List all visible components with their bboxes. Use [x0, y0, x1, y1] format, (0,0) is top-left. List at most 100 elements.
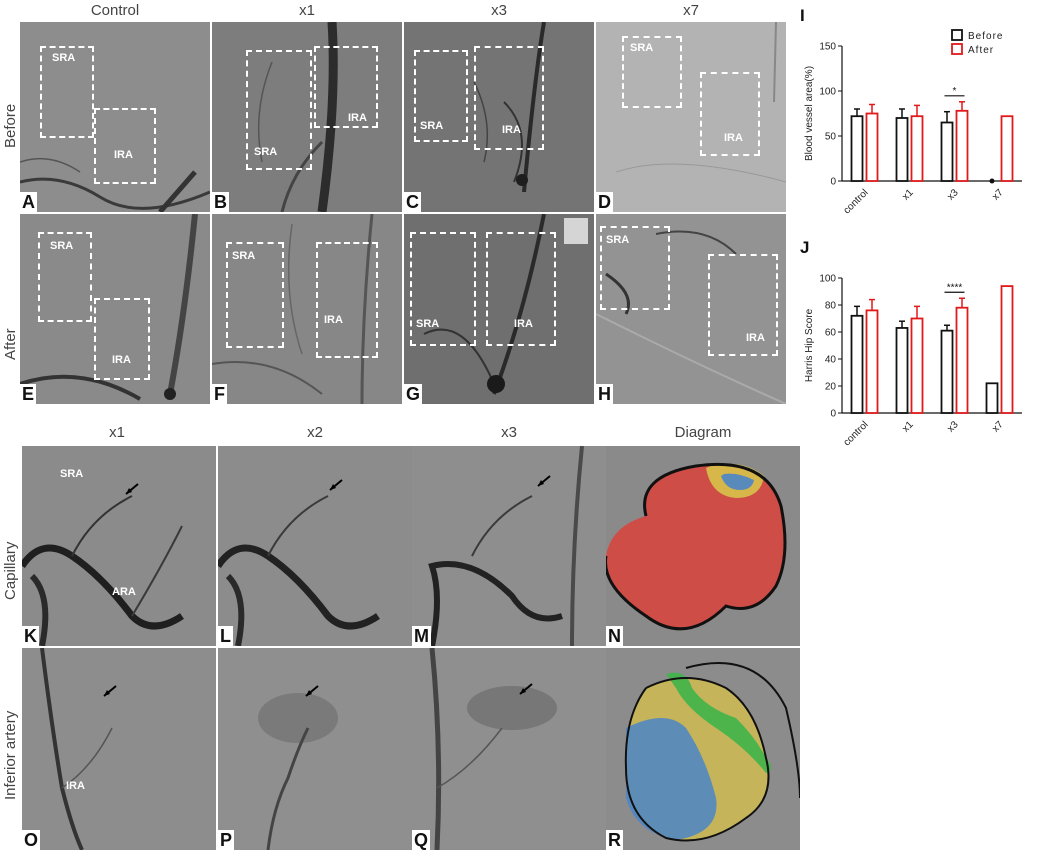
column-title: x1 [109, 424, 125, 441]
panel-letter: F [212, 384, 227, 404]
angiogram-panel-d: SRA IRA D [596, 22, 786, 212]
panel-letter: P [218, 830, 235, 850]
region-label: IRA [66, 780, 85, 792]
ira-region-box [708, 254, 778, 356]
y-axis-label: Blood vessel area(%) [804, 66, 815, 161]
bar [1000, 115, 1014, 182]
bar [955, 109, 969, 182]
x-tick-label: control [842, 187, 871, 216]
y-tick-label: 20 [825, 382, 837, 393]
sra-region-box [246, 50, 312, 170]
x-tick-label: x7 [990, 419, 1006, 435]
panel-letter: C [404, 192, 421, 212]
region-label: SRA [606, 234, 630, 246]
panel-letter: R [606, 830, 623, 850]
panel-letter: D [596, 192, 613, 212]
diagram-panel-r: R [606, 648, 800, 850]
column-title: x1 [299, 2, 315, 19]
panel-letter: H [596, 384, 613, 404]
region-label: SRA [630, 42, 654, 54]
angiogram-panel-b: SRA IRA B [212, 22, 402, 212]
region-label: IRA [724, 132, 743, 144]
legend-swatch [951, 29, 963, 41]
region-label: SRA [416, 318, 440, 330]
angiogram-panel-h: SRA IRA H [596, 214, 786, 404]
bar [865, 112, 879, 182]
bar [940, 121, 954, 182]
column-title: x2 [307, 424, 323, 441]
significance-label: **** [947, 282, 963, 293]
panel-letter: E [20, 384, 37, 404]
sra-region-box [38, 232, 92, 322]
row-title: After [2, 328, 19, 360]
bar [850, 115, 864, 182]
bar [910, 317, 924, 414]
diagram-panel-n: N [606, 446, 800, 646]
region-label: SRA [60, 468, 84, 480]
bar [1000, 285, 1014, 414]
region-label: IRA [324, 314, 343, 326]
panel-letter: M [412, 626, 431, 646]
y-tick-label: 0 [830, 409, 836, 420]
chart-letter-i: I [800, 6, 805, 25]
y-tick-label: 50 [825, 132, 837, 143]
panel-letter: Q [412, 830, 431, 850]
column-title: Diagram [674, 424, 732, 441]
column-title: x7 [683, 2, 699, 19]
x-tick-label: x7 [990, 187, 1006, 203]
angiogram-panel-g: SRA IRA G [404, 214, 594, 404]
angiogram-panel-e: SRA IRA E [20, 214, 210, 404]
angiogram-panel-m: M [412, 446, 606, 646]
bar [985, 382, 999, 414]
region-label: IRA [348, 112, 367, 124]
panel-letter: N [606, 626, 623, 646]
diagram-blue-zone [626, 718, 717, 840]
panel-letter: O [22, 830, 41, 850]
angiogram-panel-a: SRA IRA A [20, 22, 210, 212]
bar [895, 327, 909, 414]
ira-region-box [316, 242, 378, 358]
y-tick-label: 100 [819, 274, 836, 285]
significance-label: * [953, 86, 957, 97]
angiogram-panel-p: P [218, 648, 412, 850]
legend-label: Before [968, 31, 1003, 42]
y-tick-label: 0 [830, 177, 836, 188]
y-tick-label: 80 [825, 301, 837, 312]
column-title: x3 [501, 424, 517, 441]
panel-letter: B [212, 192, 229, 212]
angiogram-panel-l: L [218, 446, 412, 646]
region-label: SRA [50, 240, 74, 252]
sra-region-box [40, 46, 94, 138]
bar [895, 117, 909, 182]
x-tick-label: x1 [900, 419, 916, 435]
region-label: IRA [114, 149, 133, 161]
region-label: SRA [232, 250, 256, 262]
ira-region-box [94, 298, 150, 380]
x-tick-label: x3 [945, 419, 961, 435]
legend-label: After [968, 45, 994, 56]
y-tick-label: 150 [819, 42, 836, 53]
x-tick-label: x1 [900, 187, 916, 203]
bar [940, 329, 954, 414]
region-label: IRA [514, 318, 533, 330]
harris-hip-score-chart: Harris Hip Score 0 20 40 60 80 100 control x1 x3 x… [800, 258, 1050, 468]
ira-region-box [486, 232, 556, 346]
angiogram-panel-c: SRA IRA C [404, 22, 594, 212]
row-title: Inferior artery [2, 710, 19, 800]
panel-letter: A [20, 192, 37, 212]
y-tick-label: 40 [825, 355, 837, 366]
region-label: IRA [746, 332, 765, 344]
ira-region-box [314, 46, 378, 128]
row-title: Before [2, 103, 19, 148]
data-point [989, 178, 995, 184]
row-title: Capillary [2, 541, 19, 600]
panel-letter: K [22, 626, 39, 646]
y-axis-label: Harris Hip Score [804, 308, 815, 382]
sra-region-box [600, 226, 670, 310]
region-label: SRA [420, 120, 444, 132]
blood-vessel-area-chart: Blood vessel area(%) 0 50 100 150 control x1 x3… [800, 26, 1050, 236]
y-tick-label: 100 [819, 87, 836, 98]
sra-region-box [226, 242, 284, 348]
chart-letter-j: J [800, 238, 810, 257]
bar [910, 115, 924, 182]
